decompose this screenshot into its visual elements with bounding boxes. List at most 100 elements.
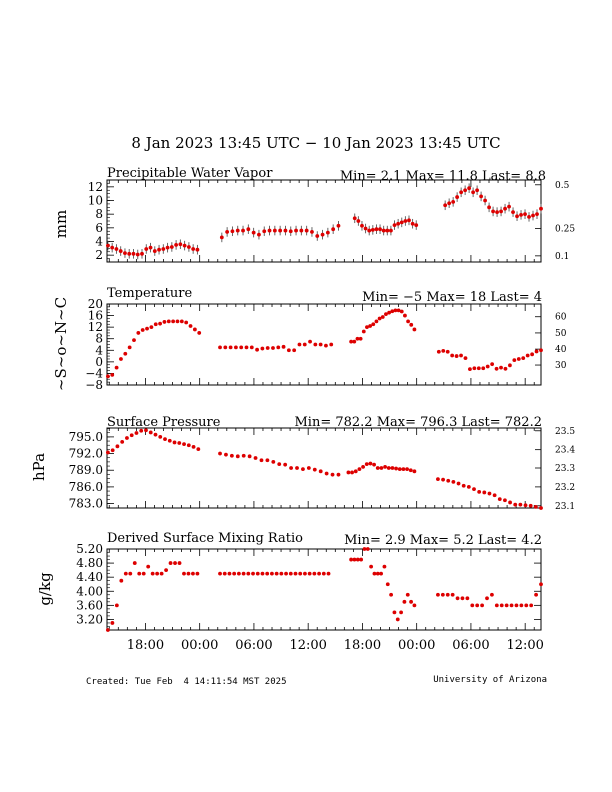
press-data-point xyxy=(125,436,129,440)
press-data-point xyxy=(196,447,201,452)
temp-data-point xyxy=(329,342,334,347)
press-data-point xyxy=(518,502,523,507)
press-data-point xyxy=(461,483,466,488)
press-data-point xyxy=(265,458,270,463)
pwv-data-point xyxy=(299,228,304,233)
mix-data-point xyxy=(168,561,173,565)
pwv-y2-tick-label: 0.1 xyxy=(555,252,569,262)
press-data-point xyxy=(241,453,246,458)
press-data-point xyxy=(134,431,139,435)
mix-data-point xyxy=(402,599,407,604)
mix-data-point xyxy=(445,592,450,597)
temp-data-point xyxy=(476,366,481,371)
temperature-ylabel: ~S~o~N~C xyxy=(52,297,70,391)
mix-data-point xyxy=(218,571,222,576)
pwv-data-point xyxy=(144,247,149,251)
mix-data-point xyxy=(465,596,470,601)
temp-data-point xyxy=(223,345,228,350)
temp-data-point xyxy=(512,358,517,363)
mix-data-point xyxy=(365,547,370,551)
mix-data-point xyxy=(317,571,321,576)
pwv-data-point xyxy=(191,247,196,251)
mix-data-point xyxy=(494,603,499,608)
footer-created: Created: Tue Feb 4 14:11:54 MST 2025 xyxy=(86,677,286,687)
press-data-point xyxy=(110,448,115,453)
mix-data-point xyxy=(519,603,524,608)
pwv-data-point xyxy=(251,230,256,235)
mix-data-point xyxy=(375,571,380,576)
press-data-point xyxy=(106,450,110,455)
temp-data-point xyxy=(472,366,477,371)
temp-data-point xyxy=(459,353,463,358)
mix-data-point xyxy=(529,603,534,608)
temp-data-point xyxy=(171,319,176,324)
mix-data-point xyxy=(514,603,519,608)
temp-data-point xyxy=(127,345,132,350)
pwv-data-point xyxy=(370,227,375,232)
pressure-stats: Min= 782.2 Max= 796.3 Last= 782.2 xyxy=(294,415,542,430)
mix-data-point xyxy=(141,571,146,576)
mix-y-tick-label: 4.40 xyxy=(76,570,103,584)
mix-data-point xyxy=(412,603,417,608)
pwv-data-point xyxy=(396,221,401,226)
mix-data-point xyxy=(480,603,484,608)
pwv-y2-tick-label: 0.5 xyxy=(555,181,570,191)
pwv-data-point xyxy=(310,230,314,234)
pwv-data-point xyxy=(169,245,174,249)
mix-data-point xyxy=(265,571,270,576)
press-data-point xyxy=(115,444,120,449)
temp-data-point xyxy=(441,348,446,353)
temp-data-point xyxy=(162,320,167,324)
mix-data-point xyxy=(114,603,119,608)
temp-data-point xyxy=(153,322,158,327)
pwv-data-point xyxy=(178,242,183,247)
press-data-point xyxy=(528,503,533,508)
pwv-data-point xyxy=(523,212,527,217)
pwv-data-point xyxy=(182,243,187,248)
temp-data-point xyxy=(106,374,110,379)
pwv-data-point xyxy=(267,228,272,233)
press-data-point xyxy=(139,428,144,433)
pwv-data-point xyxy=(463,188,468,193)
mix-data-point xyxy=(146,564,151,569)
mix-data-point xyxy=(475,603,480,608)
pwv-data-point xyxy=(374,227,379,232)
press-y-tick-label: 783.0 xyxy=(69,497,103,511)
mix-data-point xyxy=(279,571,284,576)
press-data-point xyxy=(364,462,369,467)
press-data-point xyxy=(379,466,384,470)
mix-data-point xyxy=(399,610,403,615)
pwv-data-point xyxy=(325,230,330,235)
press-data-point xyxy=(289,466,293,470)
press-data-point xyxy=(503,498,507,503)
press-data-point xyxy=(218,451,222,456)
mix-y-tick-label: 3.60 xyxy=(76,598,103,612)
pwv-data-point xyxy=(459,190,464,195)
press-data-point xyxy=(482,490,487,495)
press-y2-tick-label: 23.1 xyxy=(555,502,575,512)
pwv-data-point xyxy=(174,243,179,247)
temp-data-point xyxy=(374,319,379,324)
temp-data-point xyxy=(371,322,376,327)
pwv-data-point xyxy=(165,245,170,250)
press-data-point xyxy=(191,444,196,449)
pwv-data-point xyxy=(195,247,200,252)
press-data-point xyxy=(318,469,323,474)
pwv-data-point xyxy=(414,223,419,228)
mix-y-tick-label: 3.20 xyxy=(76,612,103,626)
press-data-point xyxy=(405,467,409,472)
temp-data-point xyxy=(485,364,490,369)
temp-y-tick-label: 4 xyxy=(95,343,103,357)
pwv-data-point xyxy=(320,232,325,237)
temp-data-point xyxy=(358,336,363,341)
pwv-data-point xyxy=(114,247,119,251)
pwv-data-point xyxy=(336,223,341,228)
mix-data-point xyxy=(485,596,489,601)
press-data-point xyxy=(336,472,341,477)
temp-data-point xyxy=(324,343,328,348)
press-data-point xyxy=(224,452,228,457)
press-data-point xyxy=(163,437,167,442)
press-data-point xyxy=(277,462,282,467)
pwv-data-point xyxy=(367,228,372,233)
